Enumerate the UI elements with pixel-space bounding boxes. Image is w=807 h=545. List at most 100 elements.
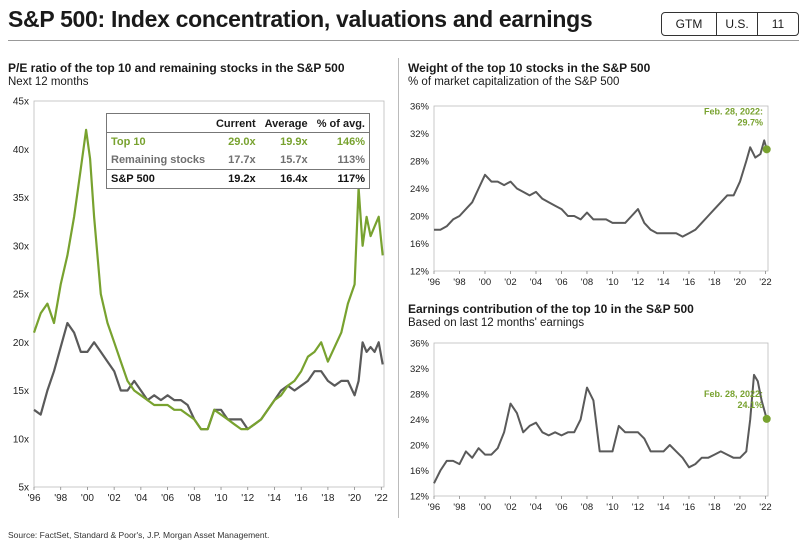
table-cell: 17.7x [228,154,256,166]
x-tick-label: '00 [479,502,491,513]
y-tick-label: 36% [410,102,430,113]
table-row: S&P 500 19.2x 16.4x 117% [107,169,369,188]
x-tick-label: '22 [375,493,388,504]
guide-tags: GTM U.S. 11 [661,12,799,36]
table-header: % of avg. [311,114,369,133]
y-tick-label: 20% [410,212,430,223]
table-cell: 117% [311,169,369,188]
table-cell: 19.9x [280,136,308,148]
x-tick-label: '14 [657,277,669,288]
remaining-stocks-line [33,321,384,431]
x-tick-label: '98 [453,277,465,288]
footer-source: Source: FactSet, Standard & Poor's, J.P.… [8,530,270,540]
table-cell: 113% [337,154,365,166]
y-tick-label: 10x [13,434,29,445]
top-10-weight-line [434,139,768,238]
tag-page-number: 11 [757,13,798,35]
annotation-value: 24.1% [737,400,763,410]
x-tick-label: '08 [581,277,593,288]
x-tick-label: '10 [606,277,618,288]
table-cell: Top 10 [111,136,146,148]
x-tick-label: '96 [428,502,440,513]
panel-divider [398,58,399,518]
table-cell: Remaining stocks [111,154,206,166]
y-tick-label: 25x [13,290,29,301]
plot-frame [433,342,769,497]
tag-region: U.S. [716,13,757,35]
x-tick-label: '14 [657,502,669,513]
x-tick-label: '16 [295,493,308,504]
x-tick-label: '00 [479,277,491,288]
table-cell: 16.4x [259,169,312,188]
x-tick-label: '22 [759,277,771,288]
x-tick-label: '00 [81,493,94,504]
right-top-title: Weight of the top 10 stocks in the S&P 5… [408,61,651,75]
right-bottom-title: Earnings contribution of the top 10 in t… [408,302,694,316]
x-tick-label: '12 [241,493,254,504]
y-tick-label: 12% [410,492,430,503]
x-tick-label: '18 [708,277,720,288]
table-header: Current [211,114,260,133]
x-tick-label: '20 [734,502,746,513]
header-rule [8,40,799,41]
y-tick-label: 24% [410,184,430,195]
y-tick-label: 20x [13,338,29,349]
right-bottom-subtitle: Based on last 12 months' earnings [408,317,585,329]
x-tick-label: '16 [683,502,695,513]
y-tick-label: 16% [410,466,430,477]
annotation-date: Feb. 28, 2022: [704,106,763,116]
x-tick-label: '02 [504,502,516,513]
table-header: Average [259,114,312,133]
table-cell: 19.2x [211,169,260,188]
table-row: Remaining stocks 17.7x 15.7x 113% [107,151,369,170]
x-tick-label: '04 [134,493,147,504]
y-tick-label: 15x [13,386,29,397]
left-chart-subtitle: Next 12 months [8,76,89,88]
annotation-value: 29.7% [737,117,763,127]
x-tick-label: '96 [27,493,40,504]
plot-frame [433,105,769,272]
latest-value-marker [762,145,771,154]
table-cell: S&P 500 [107,169,212,188]
tag-gtm: GTM [675,17,703,31]
x-tick-label: '08 [581,502,593,513]
y-tick-label: 28% [410,390,430,401]
left-chart-title: P/E ratio of the top 10 and remaining st… [8,61,345,75]
plot-frame [33,100,385,488]
x-tick-label: '12 [632,502,644,513]
y-tick-label: 32% [410,129,430,140]
x-tick-label: '20 [348,493,361,504]
x-tick-label: '02 [504,277,516,288]
x-tick-label: '10 [214,493,227,504]
x-tick-label: '04 [530,277,542,288]
top-10-line [32,128,384,431]
right-top-subtitle: % of market capitalization of the S&P 50… [408,76,620,88]
x-tick-label: '06 [161,493,174,504]
top-10-earnings-contribution-line [433,373,768,484]
page-title: S&P 500: Index concentration, valuations… [8,6,593,32]
x-tick-label: '96 [428,277,440,288]
y-tick-label: 24% [410,415,430,426]
x-tick-label: '08 [188,493,201,504]
latest-value-marker [762,414,771,423]
table-cell: 146% [336,136,365,148]
x-tick-label: '14 [268,493,281,504]
x-tick-label: '20 [734,277,746,288]
x-tick-label: '22 [759,502,771,513]
x-tick-label: '18 [321,493,334,504]
y-tick-label: 28% [410,157,430,168]
y-tick-label: 16% [410,239,430,250]
x-tick-label: '06 [555,502,567,513]
x-tick-label: '12 [632,277,644,288]
x-tick-label: '98 [453,502,465,513]
table-cell: 15.7x [280,154,308,166]
y-tick-label: 35x [13,193,29,204]
x-tick-label: '98 [54,493,67,504]
y-tick-label: 5x [18,483,29,494]
y-tick-label: 20% [410,441,430,452]
x-tick-label: '06 [555,277,567,288]
x-tick-label: '10 [606,502,618,513]
